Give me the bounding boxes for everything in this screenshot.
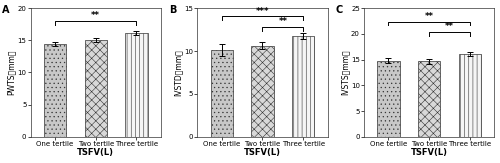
Y-axis label: PWTS（mm）: PWTS（mm） — [7, 50, 16, 95]
Text: **: ** — [278, 17, 287, 26]
Bar — [251, 46, 274, 137]
Bar — [84, 40, 107, 137]
Bar — [126, 33, 148, 137]
Bar — [292, 36, 314, 137]
X-axis label: TSFV(L): TSFV(L) — [410, 148, 448, 157]
Text: **: ** — [92, 11, 100, 20]
Bar — [418, 61, 440, 137]
X-axis label: TSFV(L): TSFV(L) — [244, 148, 281, 157]
Text: **: ** — [445, 22, 454, 31]
Bar — [44, 44, 66, 137]
Text: **: ** — [424, 12, 434, 21]
X-axis label: TSFV(L): TSFV(L) — [78, 148, 114, 157]
Bar — [210, 50, 233, 137]
Text: B: B — [168, 6, 176, 15]
Text: ***: *** — [256, 7, 269, 16]
Y-axis label: IVSTD（mm）: IVSTD（mm） — [174, 49, 182, 96]
Text: A: A — [2, 6, 10, 15]
Y-axis label: IVSTS（mm）: IVSTS（mm） — [340, 50, 349, 95]
Bar — [377, 61, 400, 137]
Text: C: C — [336, 6, 342, 15]
Bar — [458, 54, 481, 137]
